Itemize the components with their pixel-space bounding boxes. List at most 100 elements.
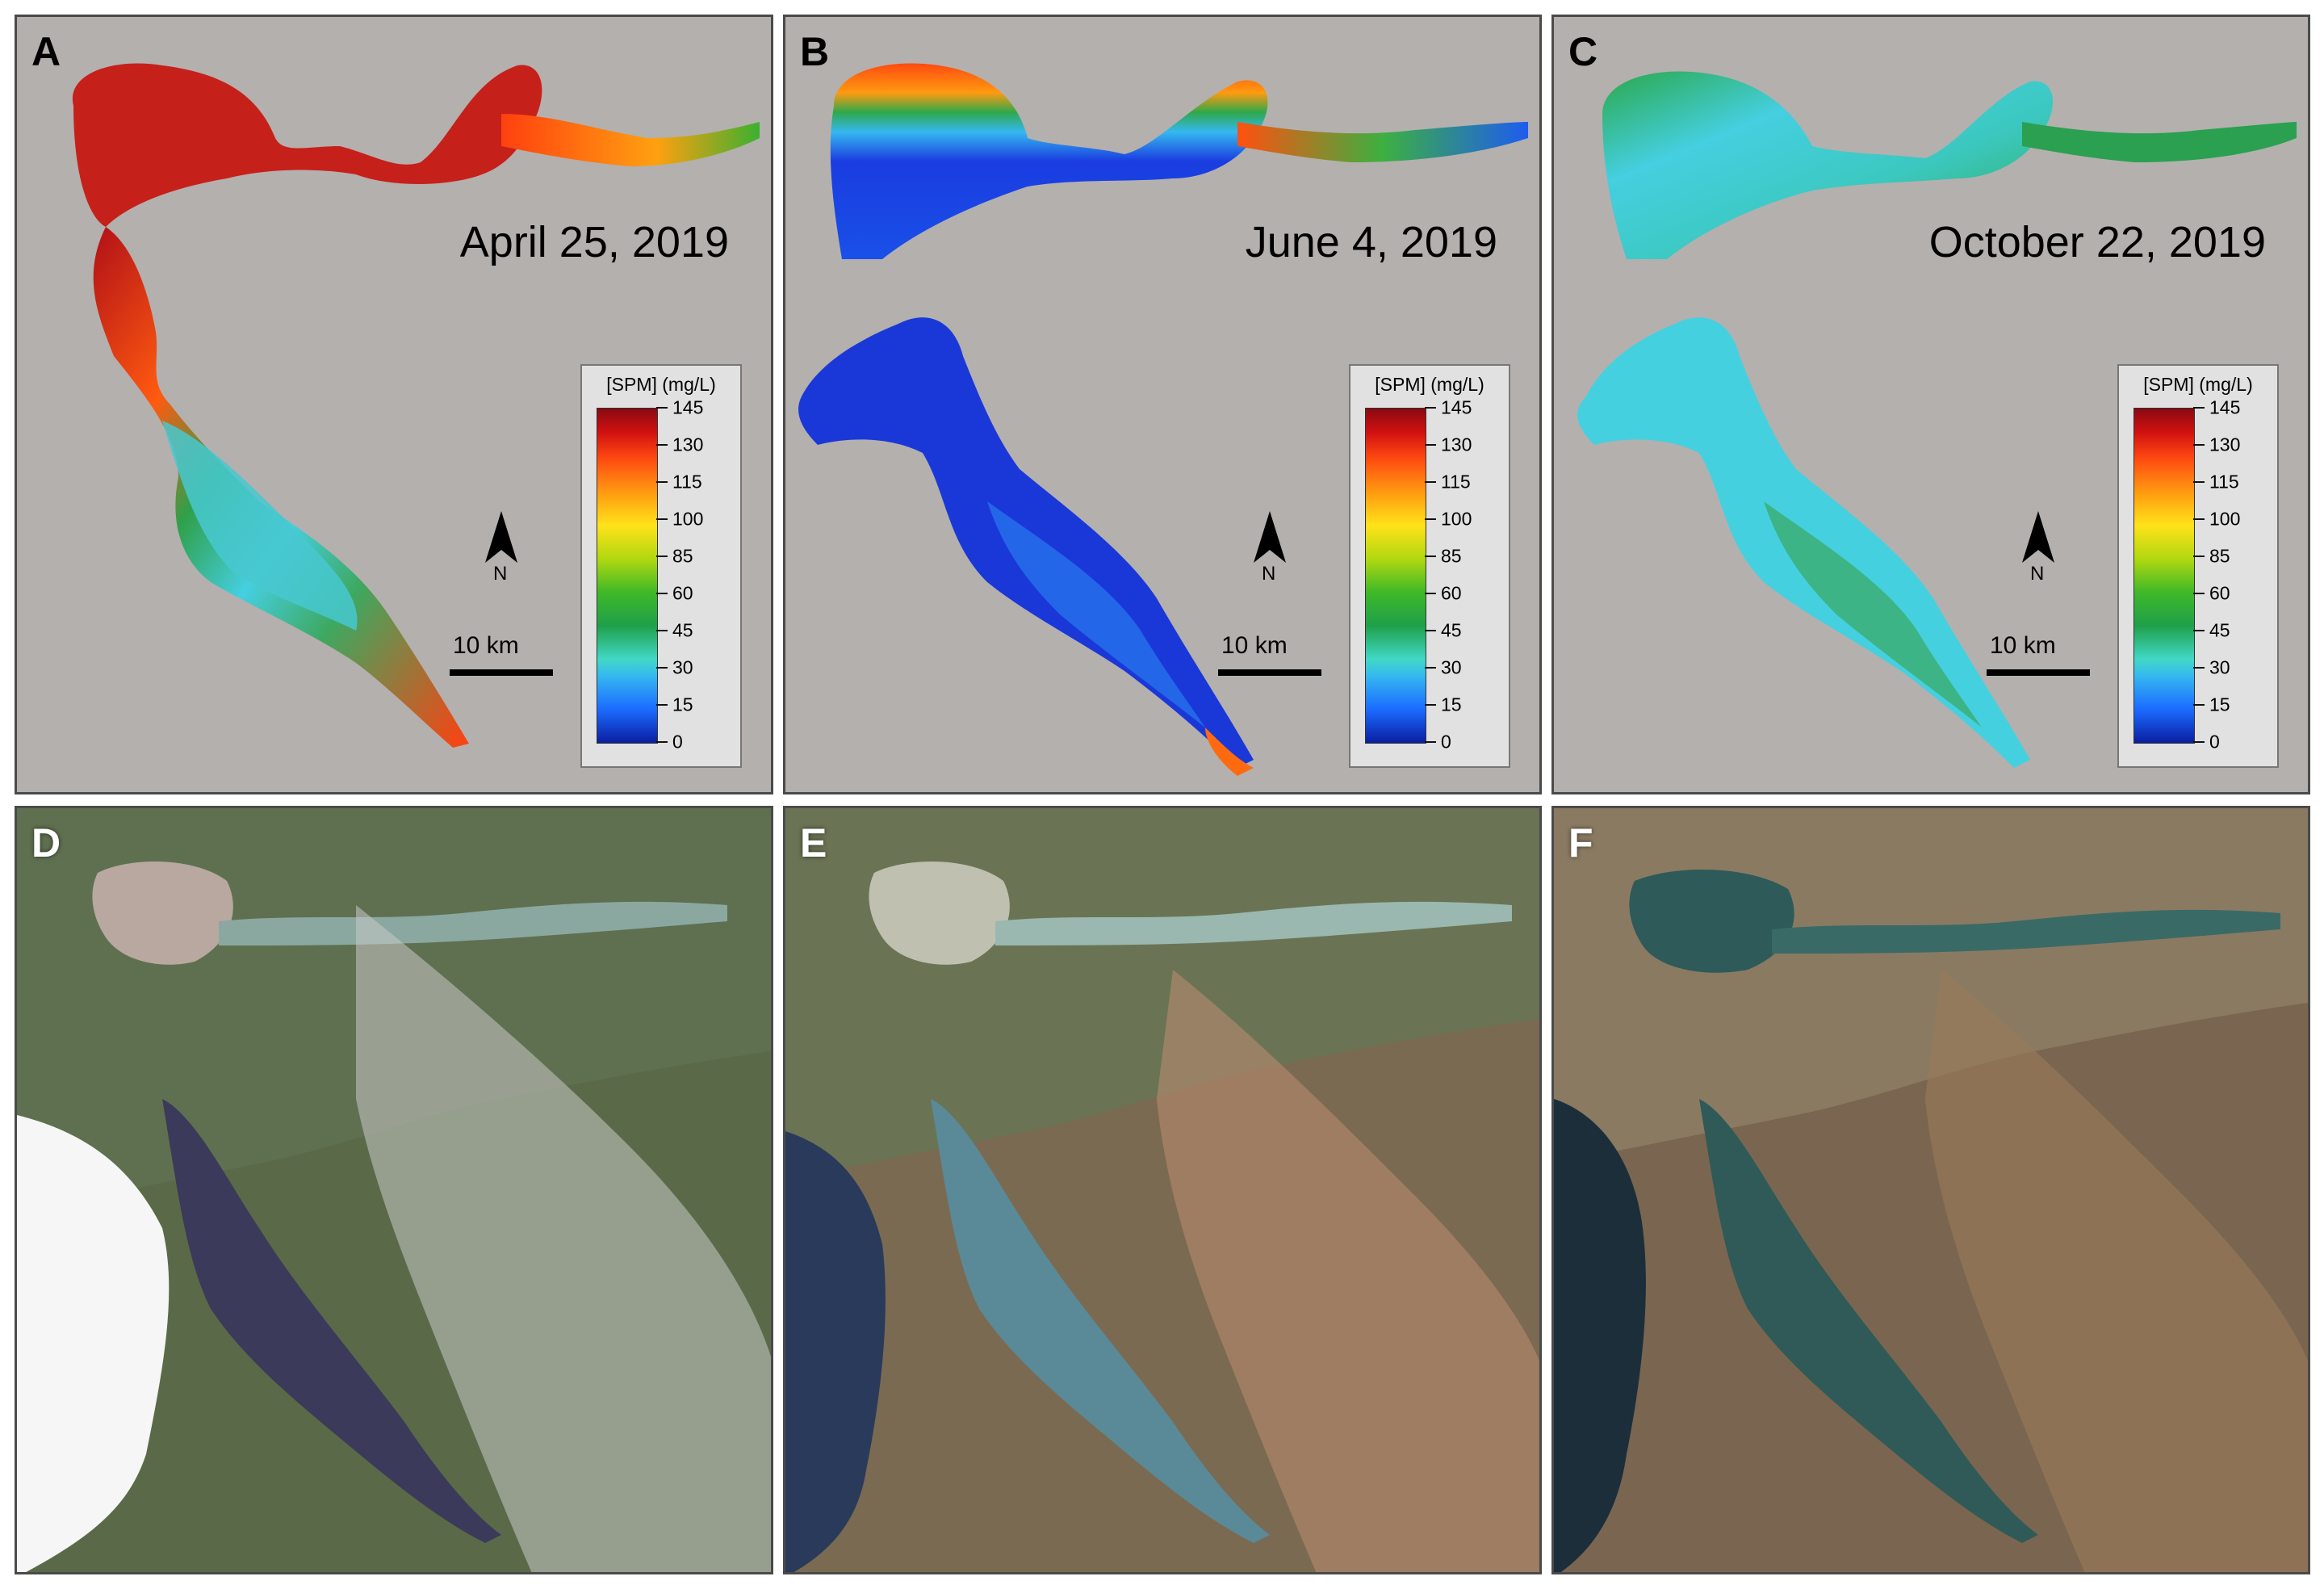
legend-tick-label: 0 <box>2209 731 2220 753</box>
legend-tick-label: 60 <box>672 582 693 604</box>
legend-tick-label: 115 <box>1441 471 1471 493</box>
legend-tick-mark <box>1425 741 1436 743</box>
scale-bar <box>1218 669 1321 676</box>
legend-tick-mark <box>656 704 668 706</box>
legend-tick-label: 45 <box>2209 619 2230 641</box>
legend-tick-mark <box>1425 556 1436 557</box>
panel-e: E <box>783 806 1542 1574</box>
satellite-image-f <box>1554 808 2308 1572</box>
legend-tick-mark <box>1425 444 1436 446</box>
north-label: N <box>493 563 508 585</box>
scale-label: 10 km <box>1221 632 1288 659</box>
legend-tick-label: 60 <box>1441 582 1462 604</box>
legend-tick-label: 115 <box>672 471 702 493</box>
legend-tick-mark <box>656 593 668 594</box>
legend-colorbar <box>597 408 658 744</box>
legend-tick-label: 15 <box>2209 694 2230 715</box>
scale-bar <box>1987 669 2090 676</box>
legend-title: [SPM] (mg/L) <box>2143 374 2253 395</box>
north-arrow-icon <box>485 511 517 563</box>
legend-tick-mark <box>1425 667 1436 669</box>
legend-tick-mark <box>656 556 668 557</box>
legend-tick-label: 85 <box>1441 545 1462 567</box>
legend-tick-mark <box>2193 593 2205 594</box>
legend-tick-label: 60 <box>2209 582 2230 604</box>
legend-tick-label: 145 <box>2209 396 2241 418</box>
legend-colorbar <box>1365 408 1426 744</box>
legend-tick-mark <box>1425 593 1436 594</box>
legend-tick-label: 15 <box>672 694 693 715</box>
spm-legend: [SPM] (mg/L) 145 130 115 100 85 60 45 30 15 0 <box>580 364 742 768</box>
date-label: June 4, 2019 <box>1245 218 1497 266</box>
scale-bar <box>450 669 553 676</box>
legend-tick-mark <box>2193 407 2205 409</box>
legend-tick-label: 100 <box>1441 508 1472 530</box>
legend-tick-mark <box>1425 481 1436 483</box>
legend-tick-mark <box>2193 630 2205 631</box>
panel-d: D <box>15 806 773 1574</box>
legend-title: [SPM] (mg/L) <box>1375 374 1484 395</box>
scale-label: 10 km <box>1990 632 2056 659</box>
date-label: October 22, 2019 <box>1928 218 2266 266</box>
panel-letter: D <box>31 820 61 866</box>
legend-tick-label: 45 <box>672 619 693 641</box>
legend-tick-label: 30 <box>2209 656 2230 678</box>
legend-tick-label: 85 <box>672 545 693 567</box>
legend-tick-label: 85 <box>2209 545 2230 567</box>
legend-tick-mark <box>1425 407 1436 409</box>
panel-letter: C <box>1568 29 1598 74</box>
north-arrow-icon <box>1254 511 1286 563</box>
spm-legend: [SPM] (mg/L) 145 130 115 100 85 60 45 30 15 0 <box>2117 364 2279 768</box>
spm-map-c <box>1577 71 2297 768</box>
legend-tick-mark <box>2193 556 2205 557</box>
legend-tick-label: 145 <box>1441 396 1472 418</box>
legend-tick-mark <box>2193 481 2205 483</box>
satellite-image-d <box>17 808 771 1572</box>
panel-letter: B <box>800 29 830 74</box>
legend-tick-label: 130 <box>672 434 704 455</box>
legend-tick-mark <box>2193 667 2205 669</box>
panel-letter: E <box>800 820 827 866</box>
legend-tick-mark <box>1425 704 1436 706</box>
scale-label: 10 km <box>453 632 519 659</box>
legend-tick-mark <box>2193 741 2205 743</box>
legend-tick-mark <box>656 667 668 669</box>
panel-f: F <box>1551 806 2310 1574</box>
legend-tick-label: 145 <box>672 396 704 418</box>
legend-tick-mark <box>2193 518 2205 520</box>
panel-letter: F <box>1568 820 1593 866</box>
spm-map-a <box>72 63 760 748</box>
legend-tick-label: 30 <box>672 656 693 678</box>
north-label: N <box>2030 563 2045 585</box>
legend-tick-label: 130 <box>2209 434 2241 455</box>
legend-tick-label: 30 <box>1441 656 1462 678</box>
legend-tick-mark <box>1425 518 1436 520</box>
legend-tick-label: 100 <box>672 508 704 530</box>
legend-tick-label: 100 <box>2209 508 2241 530</box>
legend-tick-mark <box>656 481 668 483</box>
satellite-image-e <box>785 808 1539 1572</box>
panel-b: B June 4, 2019 [SPM] (mg/L) 145 130 115 100… <box>783 15 1542 794</box>
legend-tick-label: 115 <box>2209 471 2239 493</box>
legend-tick-mark <box>656 630 668 631</box>
legend-title: [SPM] (mg/L) <box>606 374 716 395</box>
panel-c: C October 22, 2019 [SPM] (mg/L) 145 130 11… <box>1551 15 2310 794</box>
date-label: April 25, 2019 <box>459 218 729 266</box>
legend-colorbar <box>2133 408 2195 744</box>
panel-letter: A <box>31 29 61 74</box>
legend-tick-mark <box>656 444 668 446</box>
north-arrow-icon <box>2022 511 2054 563</box>
legend-tick-mark <box>656 518 668 520</box>
legend-tick-label: 45 <box>1441 619 1462 641</box>
legend-tick-mark <box>656 741 668 743</box>
spm-map-b <box>798 63 1528 776</box>
legend-tick-label: 0 <box>672 731 683 753</box>
legend-tick-label: 15 <box>1441 694 1462 715</box>
panel-a: A April 25, 2019 [SPM] (mg/L) 145 130 115 1… <box>15 15 773 794</box>
spm-legend: [SPM] (mg/L) 145 130 115 100 85 60 45 30 15 0 <box>1349 364 1510 768</box>
legend-tick-label: 0 <box>1441 731 1451 753</box>
legend-tick-mark <box>1425 630 1436 631</box>
north-label: N <box>1262 563 1276 585</box>
legend-tick-mark <box>656 407 668 409</box>
legend-tick-label: 130 <box>1441 434 1472 455</box>
